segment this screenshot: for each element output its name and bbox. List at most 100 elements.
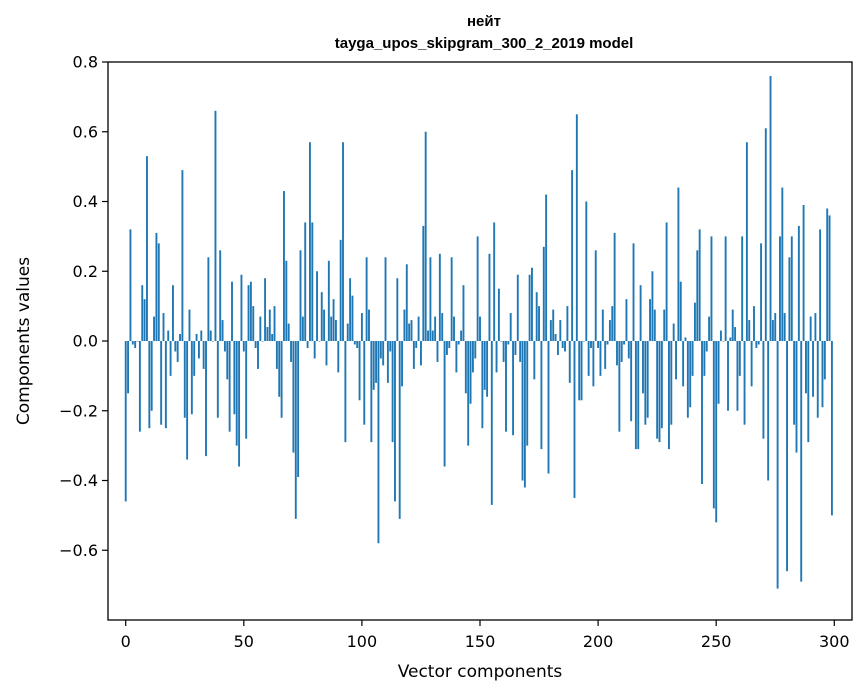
bar — [497, 288, 500, 341]
y-tick-label: −0.6 — [59, 541, 98, 560]
bar — [533, 341, 536, 380]
bar — [172, 285, 174, 341]
bar — [441, 313, 444, 341]
bar — [169, 341, 172, 376]
bar — [672, 323, 675, 341]
bar — [670, 341, 673, 425]
bar — [651, 271, 654, 341]
bar — [438, 253, 441, 341]
bar — [422, 225, 425, 341]
bar — [757, 341, 760, 345]
bar — [344, 341, 347, 443]
bar — [554, 334, 557, 341]
bar — [207, 257, 210, 341]
bar — [443, 341, 446, 467]
bar — [526, 341, 529, 446]
bar — [686, 341, 689, 418]
bar — [540, 341, 543, 450]
bar — [382, 341, 385, 366]
bar — [457, 341, 460, 345]
bar — [783, 313, 786, 341]
bar — [604, 341, 607, 369]
bar — [691, 341, 694, 376]
bar — [696, 250, 699, 341]
bar — [306, 341, 309, 348]
bar — [819, 229, 822, 341]
bar — [304, 222, 307, 341]
bar — [557, 341, 559, 355]
bar — [384, 257, 387, 341]
bar — [316, 271, 318, 341]
bar — [226, 341, 229, 380]
bar — [750, 341, 753, 387]
bar — [394, 341, 396, 502]
bar — [689, 341, 692, 408]
x-tick-label: 150 — [465, 632, 496, 651]
bar — [353, 341, 356, 345]
bar — [582, 341, 585, 342]
bar — [561, 341, 564, 348]
bar — [360, 313, 363, 341]
bar — [649, 299, 651, 341]
bar — [436, 341, 439, 362]
bar — [552, 309, 555, 341]
bar — [429, 257, 432, 341]
bar — [802, 204, 805, 341]
bar — [764, 128, 767, 341]
bar — [719, 330, 722, 341]
bar — [271, 334, 274, 341]
bar — [462, 285, 465, 341]
bar — [176, 341, 179, 362]
bar — [249, 281, 252, 341]
bar — [616, 341, 618, 366]
bar — [155, 232, 158, 341]
bar — [148, 341, 151, 429]
bar — [559, 320, 562, 341]
bar — [599, 341, 602, 376]
bar — [401, 341, 403, 387]
bar — [143, 299, 146, 341]
bar — [420, 341, 422, 366]
bar — [660, 341, 663, 429]
bar — [509, 313, 512, 341]
bar — [150, 341, 153, 411]
bar — [254, 341, 257, 348]
bar — [601, 309, 604, 341]
bar — [285, 260, 288, 341]
bar — [127, 341, 130, 394]
bar — [408, 323, 411, 341]
bar — [268, 309, 271, 341]
bar — [212, 341, 215, 342]
bar — [273, 306, 276, 342]
bar — [712, 341, 715, 509]
bar — [679, 281, 682, 341]
bar — [202, 341, 205, 369]
bar — [795, 341, 798, 453]
x-ticks: 0 50 100 150 200 250 300 — [121, 620, 850, 651]
bar — [663, 309, 666, 341]
bar — [592, 341, 595, 387]
x-tick-label: 50 — [234, 632, 254, 651]
bar — [710, 236, 713, 342]
bar — [774, 313, 777, 341]
bar — [717, 341, 720, 404]
bar — [162, 313, 165, 341]
bar — [183, 341, 186, 418]
bar — [216, 341, 219, 418]
y-tick-label: 0.6 — [73, 122, 98, 141]
bar — [656, 341, 659, 439]
bar — [653, 309, 656, 341]
bar — [294, 341, 297, 519]
bar — [332, 299, 335, 341]
bar — [573, 341, 576, 498]
bars-group — [124, 75, 833, 589]
bar — [701, 341, 703, 484]
bar — [545, 194, 548, 341]
bar — [377, 341, 380, 544]
bar — [606, 341, 609, 345]
bar — [325, 341, 328, 366]
bar — [790, 236, 793, 342]
bar — [415, 341, 418, 348]
bar — [483, 341, 486, 390]
bar — [221, 320, 224, 341]
